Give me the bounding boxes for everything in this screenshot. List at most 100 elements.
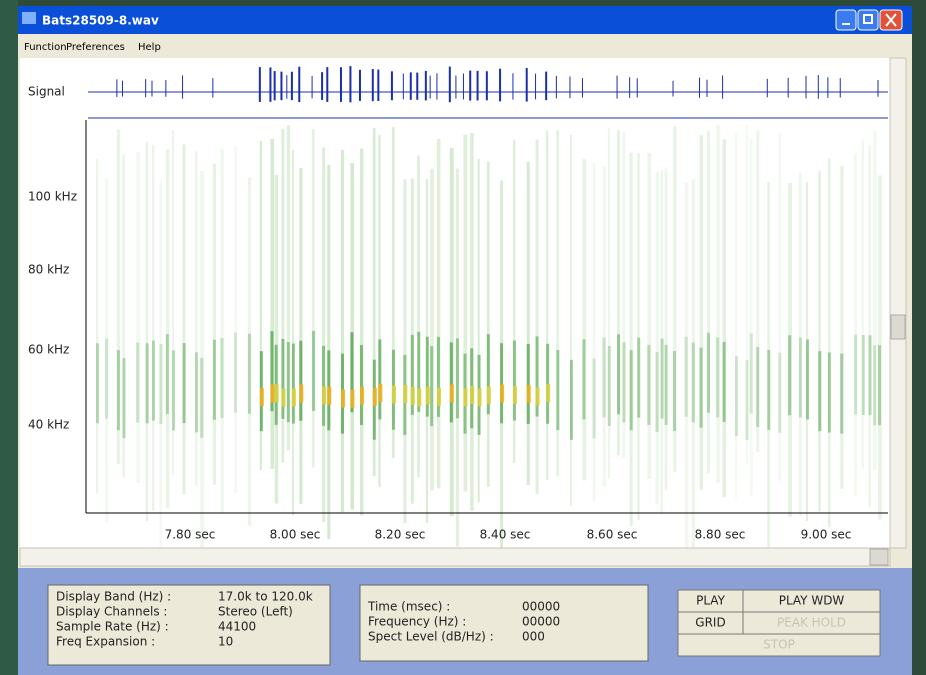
info-label: Freq Expansion : xyxy=(56,635,155,649)
call-core xyxy=(105,339,108,419)
button-label[interactable]: STOP xyxy=(763,638,795,652)
call-streak xyxy=(700,135,704,489)
call-peak xyxy=(260,388,264,406)
call-streak xyxy=(341,150,344,512)
call-core xyxy=(665,345,668,425)
x-axis-label: 8.00 sec xyxy=(270,528,321,542)
call-core xyxy=(854,334,857,414)
call-core xyxy=(312,331,315,411)
info-label: Display Channels : xyxy=(56,605,167,619)
menu-item[interactable]: Function xyxy=(24,42,67,53)
y-axis-label: 100 kHz xyxy=(28,190,77,204)
desktop-edge xyxy=(0,0,18,675)
call-streak xyxy=(183,144,186,494)
call-peak xyxy=(322,387,326,405)
call-peak xyxy=(426,386,430,404)
call-core xyxy=(692,342,695,422)
horizontal-scrollbar[interactable] xyxy=(20,548,890,566)
plot-area xyxy=(20,58,890,548)
readout-label: Frequency (Hz) : xyxy=(368,615,466,629)
call-peak xyxy=(373,388,377,406)
button-label[interactable]: PEAK HOLD xyxy=(777,616,846,630)
vertical-scrollbar[interactable] xyxy=(890,58,906,548)
info-value: 17.0k to 120.0k xyxy=(218,590,313,604)
call-core xyxy=(756,347,759,427)
app-icon xyxy=(22,12,36,24)
call-core xyxy=(656,352,659,432)
readout-label: Time (msec) : xyxy=(367,600,450,614)
call-peak xyxy=(500,385,504,403)
call-peak xyxy=(411,387,415,405)
call-core xyxy=(707,333,710,413)
call-streak xyxy=(152,145,154,511)
call-streak xyxy=(450,148,454,516)
call-peak xyxy=(275,384,279,402)
call-core xyxy=(806,339,809,419)
call-peak xyxy=(527,385,531,403)
call-core xyxy=(292,344,295,424)
info-value: 10 xyxy=(218,635,233,649)
button-group: PLAY PLAY WDW GRID PEAK HOLD STOP xyxy=(678,590,880,656)
call-core xyxy=(700,348,703,428)
call-core xyxy=(248,334,251,414)
call-streak xyxy=(403,179,406,523)
call-streak xyxy=(716,125,720,482)
call-core xyxy=(556,350,559,430)
call-core xyxy=(630,350,633,430)
call-streak xyxy=(136,152,140,483)
minimize-button[interactable] xyxy=(836,10,856,30)
call-core xyxy=(637,338,640,418)
maximize-button[interactable] xyxy=(858,10,878,30)
button-label[interactable]: PLAY WDW xyxy=(779,594,845,608)
call-core xyxy=(220,338,223,418)
call-peak xyxy=(478,388,482,406)
call-streak xyxy=(647,153,651,479)
vertical-scroll-thumb[interactable] xyxy=(891,315,905,339)
menu-item[interactable]: Preferences xyxy=(66,42,125,53)
call-streak xyxy=(527,162,530,485)
call-streak xyxy=(312,129,314,467)
call-peak xyxy=(513,386,517,404)
horizontal-scroll-thumb[interactable] xyxy=(870,549,888,565)
call-core xyxy=(136,343,139,423)
call-core xyxy=(500,343,503,423)
call-streak xyxy=(570,135,572,505)
call-core xyxy=(673,351,676,431)
y-axis-label: 40 kHz xyxy=(28,418,69,432)
call-peak xyxy=(292,388,296,406)
call-streak xyxy=(750,139,753,496)
call-streak xyxy=(220,149,223,513)
call-streak xyxy=(536,140,539,494)
call-streak xyxy=(275,175,279,504)
call-streak xyxy=(582,159,586,480)
call-core xyxy=(869,335,872,415)
call-core xyxy=(360,345,363,425)
call-peak xyxy=(403,385,407,403)
call-core xyxy=(661,339,664,419)
call-core xyxy=(234,333,237,413)
call-streak xyxy=(630,153,633,526)
call-core xyxy=(287,342,290,422)
call-streak xyxy=(234,147,237,493)
menu-item[interactable]: Help xyxy=(138,42,161,53)
call-core xyxy=(146,343,149,423)
call-core xyxy=(299,341,302,421)
call-peak xyxy=(536,388,540,406)
call-peak xyxy=(270,384,274,402)
call-core xyxy=(513,341,516,421)
call-peak xyxy=(487,386,491,404)
call-streak xyxy=(470,133,473,511)
button-label[interactable]: GRID xyxy=(695,616,725,630)
call-core xyxy=(117,350,120,430)
x-axis-label: 8.20 sec xyxy=(375,528,426,542)
call-core xyxy=(603,337,606,417)
call-core xyxy=(623,342,626,422)
call-streak xyxy=(478,159,480,502)
page: Bats28509-8.wav FunctionPreferencesHelp … xyxy=(0,0,926,675)
call-streak xyxy=(417,156,420,478)
call-core xyxy=(166,334,169,414)
button-label[interactable]: PLAY xyxy=(696,594,725,608)
y-axis-label: 80 kHz xyxy=(28,263,69,277)
call-peak xyxy=(360,387,364,405)
call-core xyxy=(172,350,175,430)
